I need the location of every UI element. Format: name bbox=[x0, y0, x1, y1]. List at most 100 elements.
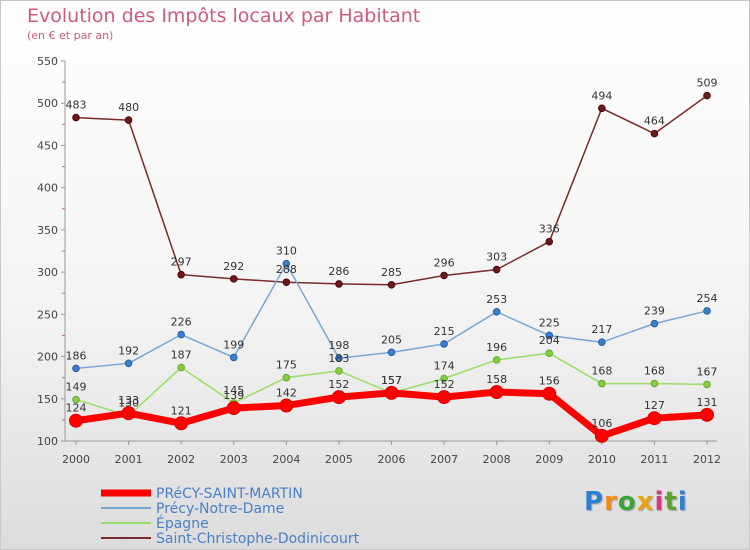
data-point bbox=[650, 379, 659, 388]
data-point bbox=[177, 330, 185, 339]
data-label: 509 bbox=[697, 77, 718, 90]
x-tick-label: 2003 bbox=[220, 453, 248, 466]
data-point bbox=[440, 271, 448, 280]
x-tick-label: 2010 bbox=[588, 453, 616, 466]
data-label: 198 bbox=[328, 339, 349, 352]
x-tick-label: 2012 bbox=[693, 453, 721, 466]
data-label: 106 bbox=[591, 417, 612, 430]
data-point bbox=[124, 359, 133, 368]
x-tick-label: 2008 bbox=[483, 453, 511, 466]
data-point bbox=[124, 116, 133, 124]
x-tick-label: 2001 bbox=[115, 453, 143, 466]
data-point bbox=[703, 307, 711, 315]
data-point bbox=[177, 270, 185, 279]
data-point bbox=[335, 280, 343, 288]
y-tick-label: 400 bbox=[37, 182, 58, 195]
legend-label: Épagne bbox=[156, 515, 209, 532]
proxiti-logo: Proxiti bbox=[584, 487, 688, 517]
data-point bbox=[703, 380, 711, 389]
data-label: 152 bbox=[328, 378, 349, 391]
data-point bbox=[229, 275, 238, 283]
data-label: 157 bbox=[381, 374, 402, 387]
data-label: 292 bbox=[223, 260, 244, 273]
data-point bbox=[440, 374, 448, 383]
data-label: 139 bbox=[223, 389, 244, 402]
data-label: 175 bbox=[276, 359, 297, 372]
data-point bbox=[279, 398, 294, 413]
y-tick-label: 300 bbox=[37, 266, 58, 279]
data-label: 286 bbox=[328, 265, 349, 278]
legend-label: Précy-Notre-Dame bbox=[156, 501, 284, 517]
y-tick-label: 450 bbox=[37, 139, 58, 152]
data-label: 168 bbox=[591, 365, 612, 378]
data-label: 253 bbox=[486, 293, 507, 306]
x-tick-label: 2004 bbox=[272, 453, 300, 466]
legend-label: Saint-Christophe-Dodinicourt bbox=[156, 531, 360, 547]
data-point bbox=[598, 379, 606, 388]
data-label: 336 bbox=[539, 223, 560, 236]
data-label: 124 bbox=[66, 402, 87, 415]
x-tick-label: 2007 bbox=[430, 453, 458, 466]
data-label: 121 bbox=[171, 404, 192, 417]
y-tick-label: 150 bbox=[37, 393, 58, 406]
axes: 100 150 200 250 300 350 400 450 500 550 2000 2001 20… bbox=[37, 55, 721, 466]
data-point bbox=[440, 340, 448, 348]
x-tick-label: 2006 bbox=[378, 453, 406, 466]
data-label: 187 bbox=[171, 349, 192, 362]
data-label: 156 bbox=[539, 375, 560, 388]
data-point bbox=[647, 411, 662, 426]
data-point bbox=[282, 278, 291, 287]
x-tick-label: 2002 bbox=[167, 453, 195, 466]
data-point bbox=[594, 428, 609, 443]
data-label: 204 bbox=[539, 334, 560, 347]
data-point bbox=[282, 259, 291, 268]
chart-title: Evolution des Impôts locaux par Habitant bbox=[27, 5, 421, 27]
data-point bbox=[598, 104, 606, 113]
data-label: 225 bbox=[539, 316, 560, 329]
data-label: 192 bbox=[118, 344, 139, 357]
data-point bbox=[650, 319, 659, 328]
y-tick-label: 550 bbox=[37, 55, 58, 68]
data-label: 130 bbox=[118, 397, 139, 410]
data-label: 168 bbox=[644, 365, 665, 378]
series-layer bbox=[69, 91, 714, 443]
legend: PRéCY-SAINT-MARTINPrécy-Notre-DameÉpagne… bbox=[101, 486, 360, 547]
data-label: 215 bbox=[434, 325, 455, 338]
data-point bbox=[650, 129, 659, 138]
data-point bbox=[282, 373, 291, 382]
data-point bbox=[437, 390, 452, 405]
data-label: 157 bbox=[381, 374, 402, 387]
data-point bbox=[545, 237, 554, 246]
data-label: 285 bbox=[381, 266, 402, 279]
data-point bbox=[177, 363, 185, 372]
data-label: 310 bbox=[276, 245, 297, 258]
x-tick-label: 2005 bbox=[325, 453, 353, 466]
data-label: 297 bbox=[171, 256, 192, 269]
data-label: 158 bbox=[486, 373, 507, 386]
data-label: 196 bbox=[486, 341, 507, 354]
data-point bbox=[174, 416, 189, 431]
data-label: 464 bbox=[644, 115, 665, 128]
data-point bbox=[335, 367, 343, 375]
data-point bbox=[542, 386, 557, 401]
data-label: 142 bbox=[276, 387, 297, 400]
data-label: 167 bbox=[697, 365, 718, 378]
data-labels: 124 133 121 139 142 152 157 152 158 156 106 127 131 1… bbox=[66, 77, 718, 430]
data-label: 226 bbox=[171, 316, 192, 329]
data-label: 183 bbox=[328, 352, 349, 365]
data-point bbox=[387, 348, 396, 357]
x-tick-label: 2000 bbox=[62, 453, 90, 466]
data-label: 152 bbox=[434, 378, 455, 391]
data-point bbox=[229, 353, 238, 362]
data-point bbox=[703, 91, 711, 100]
legend-label: PRéCY-SAINT-MARTIN bbox=[156, 486, 303, 502]
data-label: 480 bbox=[118, 101, 139, 114]
data-point bbox=[545, 331, 554, 340]
data-point bbox=[700, 407, 714, 422]
data-label: 254 bbox=[697, 292, 718, 305]
data-point bbox=[492, 308, 501, 316]
data-point bbox=[489, 385, 504, 400]
data-point bbox=[598, 338, 606, 347]
